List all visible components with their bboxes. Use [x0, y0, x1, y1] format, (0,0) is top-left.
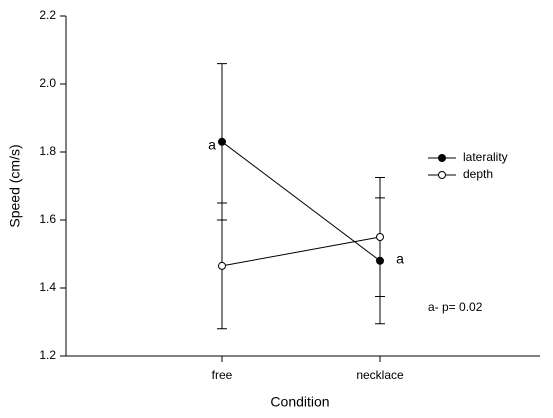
series-line	[221, 236, 381, 267]
data-point	[218, 137, 226, 146]
y-tick-label: 1.4	[39, 280, 56, 294]
x-tick-label: necklace	[356, 368, 404, 382]
legend-label: laterality	[463, 150, 508, 164]
series-line	[221, 141, 381, 262]
legend-marker	[438, 171, 446, 179]
legend-marker	[438, 154, 446, 162]
y-tick-label: 1.6	[39, 212, 56, 226]
annotation: a	[396, 251, 404, 267]
x-axis-label: Condition	[270, 394, 329, 410]
y-tick-label: 1.8	[39, 144, 56, 158]
x-tick-label: free	[212, 368, 233, 382]
y-tick-label: 1.2	[39, 348, 56, 362]
data-point	[218, 261, 226, 270]
y-axis-label: Speed (cm/s)	[7, 144, 23, 227]
data-point	[376, 233, 384, 241]
annotation: a	[208, 137, 216, 153]
annotation: a- p= 0.02	[428, 300, 483, 314]
y-tick-label: 2.0	[39, 76, 56, 90]
legend-label: depth	[463, 167, 493, 181]
y-tick-label: 2.2	[39, 8, 56, 22]
